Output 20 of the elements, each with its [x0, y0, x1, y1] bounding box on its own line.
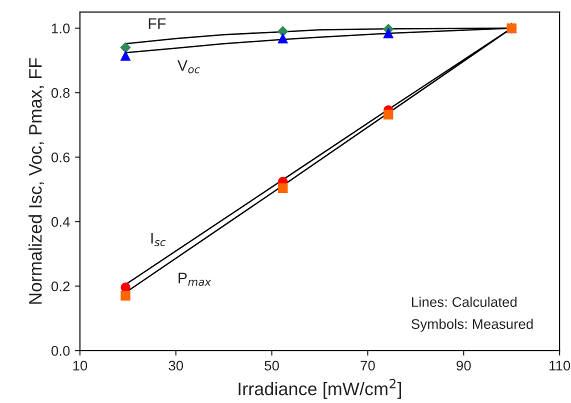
y-tick-label: 0.6: [51, 152, 70, 162]
y-tick-label: 0.4: [51, 216, 70, 227]
y-axis-title: Normalized Isc, Voc, Pmax, FF: [28, 58, 44, 304]
y-tick-label: 0.2: [51, 281, 70, 292]
x-tick-label: 90: [456, 360, 471, 371]
y-tick-label: 0.0: [51, 346, 70, 356]
x-tick-label: 70: [360, 360, 375, 371]
annotation: Lines: Calculated: [412, 296, 517, 307]
series-label: P$_{max}$: [178, 272, 212, 286]
series-label: I$_{sc}$: [151, 233, 166, 246]
x-tick-label: 30: [168, 360, 184, 371]
series-label: FF: [148, 18, 166, 29]
annotation: Symbols: Measured: [412, 318, 533, 332]
x-tick-label: 50: [264, 360, 279, 371]
series-label: V$_{oc}$: [177, 60, 200, 74]
y-tick-label: 1.0: [52, 24, 70, 34]
x-tick-label: 110: [550, 360, 570, 371]
y-tick-label: 0.8: [51, 88, 70, 98]
x-tick-label: 10: [73, 360, 88, 371]
x-axis-title: Irradiance [mW/cm$^{2}$]: [238, 378, 401, 399]
